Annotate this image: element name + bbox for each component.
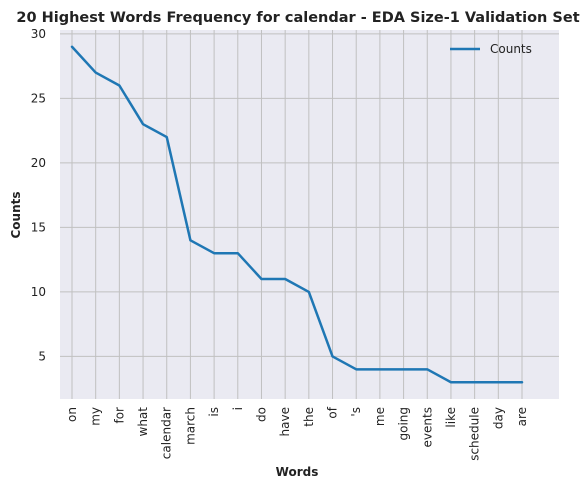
x-tick-label: events (420, 407, 434, 447)
x-tick-label: what (136, 407, 150, 437)
y-tick-label: 20 (31, 156, 46, 170)
x-tick-label: me (373, 407, 387, 426)
x-tick-label: i (231, 407, 245, 410)
y-axis-ticks: 5 10 15 20 25 30 (31, 27, 46, 364)
x-tick-label: schedule (468, 407, 482, 461)
plot-area (60, 30, 559, 399)
x-tick-label: day (491, 407, 505, 429)
x-tick-label: do (254, 407, 268, 422)
y-tick-label: 25 (31, 91, 46, 105)
x-tick-label: of (326, 406, 340, 418)
x-tick-label: like (444, 407, 458, 428)
x-tick-label: my (89, 407, 103, 426)
y-tick-label: 30 (31, 27, 46, 41)
x-tick-label: going (397, 407, 411, 441)
x-tick-label: calendar (160, 407, 174, 459)
x-tick-label: march (183, 407, 197, 445)
legend-label: Counts (490, 42, 532, 56)
y-tick-label: 15 (31, 220, 46, 234)
y-axis-label: Counts (9, 191, 23, 238)
y-tick-label: 5 (38, 349, 46, 363)
x-tick-label: the (302, 407, 316, 427)
x-tick-label: for (112, 407, 126, 424)
x-tick-label: is (207, 407, 221, 417)
x-axis-label: Words (276, 465, 319, 479)
y-tick-label: 10 (31, 285, 46, 299)
x-tick-label: on (65, 407, 79, 422)
x-tick-label: have (278, 407, 292, 436)
x-tick-label: 's (349, 407, 363, 417)
x-tick-label: are (515, 407, 529, 426)
chart-title: 20 Highest Words Frequency for calendar … (16, 10, 579, 26)
